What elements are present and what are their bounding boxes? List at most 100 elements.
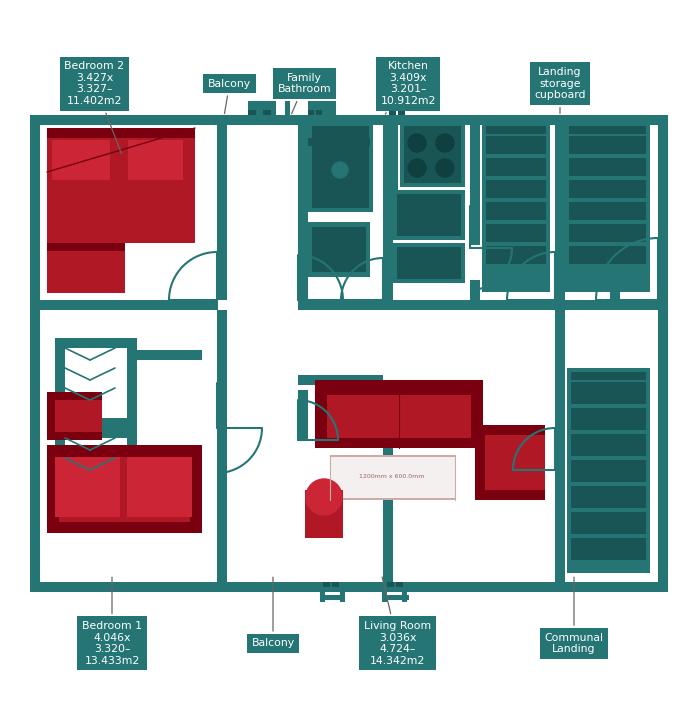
Bar (658, 115, 668, 592)
Bar (398, 110, 405, 115)
Bar (393, 190, 465, 240)
Bar (486, 126, 546, 134)
Bar (315, 392, 483, 395)
Bar (320, 595, 345, 600)
Bar (30, 115, 40, 592)
Circle shape (332, 162, 348, 178)
Bar (312, 227, 366, 272)
Bar (397, 194, 461, 236)
Bar (569, 126, 646, 134)
Bar (308, 110, 314, 115)
Bar (47, 243, 125, 293)
Bar (330, 455, 455, 500)
Bar (470, 300, 566, 310)
Bar (400, 122, 465, 187)
Bar (298, 300, 480, 310)
Bar (298, 375, 383, 385)
Bar (332, 582, 339, 587)
Bar (486, 224, 546, 242)
Bar (475, 425, 545, 435)
Bar (55, 457, 120, 517)
Circle shape (321, 234, 357, 270)
Bar (404, 126, 461, 183)
Circle shape (408, 134, 426, 152)
Bar (308, 101, 336, 115)
Text: Family
Bathroom: Family Bathroom (278, 73, 331, 113)
Bar (571, 486, 646, 508)
Bar (55, 338, 65, 428)
Bar (315, 380, 327, 448)
Bar (285, 101, 290, 115)
Bar (55, 428, 133, 438)
Bar (396, 582, 403, 587)
Bar (47, 445, 202, 533)
Bar (47, 522, 202, 533)
Text: 1200mm x 600.0mm: 1200mm x 600.0mm (359, 475, 425, 480)
Bar (52, 140, 110, 180)
Bar (315, 380, 483, 448)
Bar (315, 380, 483, 392)
Bar (569, 180, 646, 198)
Bar (30, 115, 668, 125)
Bar (298, 115, 308, 305)
Text: Living Room
3.036x
4.724–
14.342m2: Living Room 3.036x 4.724– 14.342m2 (364, 577, 431, 666)
Bar (565, 122, 650, 292)
Bar (330, 455, 455, 457)
Bar (263, 110, 271, 115)
Bar (316, 146, 362, 151)
Bar (569, 202, 646, 220)
Text: Balcony: Balcony (251, 577, 295, 648)
Bar (486, 202, 546, 220)
Bar (47, 392, 102, 400)
Bar (384, 595, 409, 600)
Bar (569, 246, 646, 264)
Bar (482, 122, 550, 292)
Bar (298, 390, 308, 440)
Bar (248, 110, 256, 115)
Text: Bedroom 2
3.427x
3.327–
11.402m2: Bedroom 2 3.427x 3.327– 11.402m2 (64, 61, 125, 153)
Bar (555, 115, 565, 300)
Circle shape (306, 479, 342, 515)
Bar (248, 101, 276, 115)
Bar (571, 382, 646, 404)
Bar (47, 432, 102, 440)
Bar (318, 101, 323, 115)
Bar (387, 582, 394, 587)
Bar (397, 247, 461, 279)
Bar (127, 338, 137, 428)
Bar (47, 128, 195, 243)
Bar (55, 428, 65, 488)
Bar (47, 392, 102, 440)
Circle shape (436, 159, 454, 177)
Bar (330, 498, 455, 500)
Bar (127, 350, 202, 360)
Bar (55, 418, 133, 428)
Bar (308, 122, 373, 212)
Bar (393, 168, 398, 190)
Bar (315, 438, 483, 448)
Bar (610, 115, 620, 300)
Bar (383, 390, 473, 400)
Bar (393, 122, 398, 187)
Bar (150, 225, 185, 243)
Text: Bedroom 1
4.046x
3.320–
13.433m2: Bedroom 1 4.046x 3.320– 13.433m2 (82, 577, 142, 666)
Bar (30, 300, 218, 310)
Bar (571, 434, 646, 456)
Bar (475, 425, 545, 500)
Text: Kitchen
3.409x
3.201–
10.912m2: Kitchen 3.409x 3.201– 10.912m2 (380, 61, 436, 114)
Bar (316, 110, 322, 115)
Bar (308, 222, 370, 277)
Bar (567, 368, 650, 573)
Bar (47, 392, 55, 440)
Bar (190, 445, 202, 533)
Bar (127, 428, 137, 488)
Bar (571, 372, 646, 380)
Bar (555, 310, 565, 582)
Bar (217, 310, 227, 582)
Bar (569, 136, 646, 154)
Circle shape (408, 159, 426, 177)
Bar (571, 460, 646, 482)
Bar (571, 512, 646, 534)
Bar (340, 582, 345, 602)
Bar (475, 425, 485, 500)
